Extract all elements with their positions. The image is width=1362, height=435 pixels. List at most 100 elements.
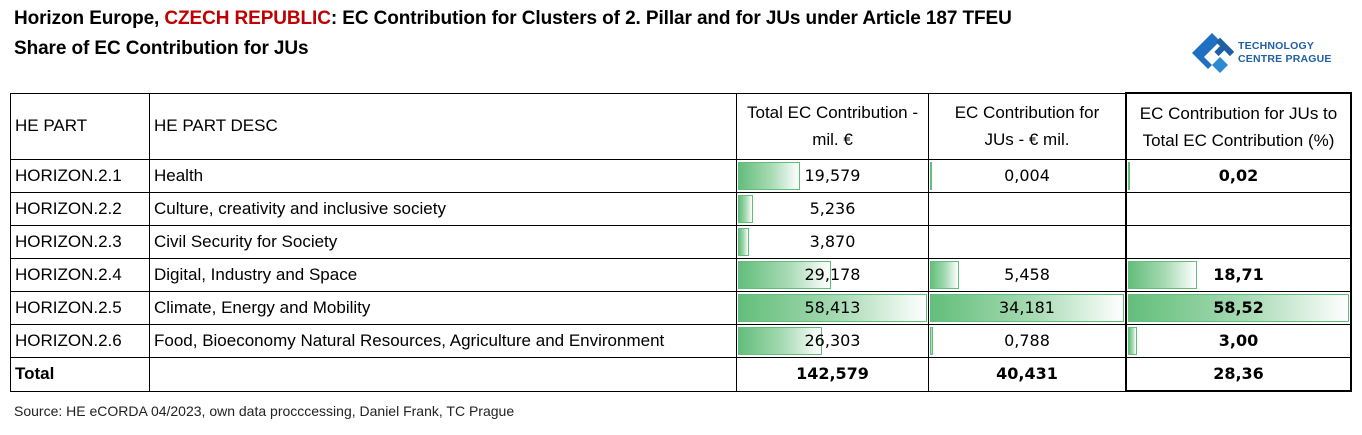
table-row: HORIZON.2.3 Civil Security for Society 3,8… (10, 225, 1352, 259)
logo-text-line2: CENTRE PRAGUE (1238, 53, 1332, 65)
cell-ec-jus: 5,458 (928, 258, 1127, 292)
cell-ec-jus (928, 192, 1127, 226)
cell-he-part-desc-value: Digital, Industry and Space (154, 265, 358, 284)
cell-ec-jus: 34,181 (928, 291, 1127, 325)
table-row: HORIZON.2.1 Health 19,579 0,004 0,02 (10, 159, 1352, 193)
cell-he-part: HORIZON.2.4 (10, 258, 150, 292)
cell-total-ec: 3,870 (736, 225, 929, 259)
table-row: HORIZON.2.2 Culture, creativity and inclu… (10, 192, 1352, 226)
cell-share: 58,52 (1125, 291, 1352, 325)
cell-ec-jus-value: 34,181 (999, 298, 1055, 317)
title-suffix: : EC Contribution for Clusters of 2. Pil… (330, 8, 1012, 29)
cell-share-value: 58,52 (1213, 298, 1264, 317)
total-share-value: 28,36 (1213, 364, 1264, 383)
data-bar (930, 162, 932, 190)
page-subtitle: Share of EC Contribution for JUs (14, 38, 309, 59)
header-total-ec: Total EC Contribution - mil. € (736, 92, 929, 160)
cell-he-part-value: HORIZON.2.2 (15, 199, 122, 218)
header-share-l1: EC Contribution for JUs to (1139, 103, 1338, 123)
table-row: HORIZON.2.4 Digital, Industry and Space 29… (10, 258, 1352, 292)
header-total-ec-l2: mil. € (812, 130, 853, 150)
ec-contribution-table: HE PART HE PART DESC Total EC Contributi… (10, 92, 1352, 392)
cell-he-part-desc-value: Culture, creativity and inclusive societ… (154, 199, 446, 218)
cell-total-ec-value: 29,178 (804, 265, 861, 284)
cell-ec-jus: 0,788 (928, 324, 1127, 358)
data-bar (1128, 294, 1349, 322)
cell-he-part-desc: Digital, Industry and Space (149, 258, 737, 292)
header-he-part-desc: HE PART DESC (149, 92, 737, 160)
cell-he-part-desc: Health (149, 159, 737, 193)
total-ec-jus-sum: 40,431 (928, 357, 1127, 392)
cell-total-ec-value: 58,413 (804, 298, 861, 317)
cell-total-ec: 26,303 (736, 324, 929, 358)
cell-he-part: HORIZON.2.5 (10, 291, 150, 325)
cell-ec-jus-value: 5,458 (1004, 265, 1050, 284)
cell-total-ec-value: 5,236 (809, 199, 856, 218)
data-bar (738, 327, 822, 355)
total-share: 28,36 (1125, 357, 1352, 392)
page-title: Horizon Europe, CZECH REPUBLIC: EC Contr… (14, 8, 1012, 30)
header-ec-jus: EC Contribution for JUs - € mil. (928, 92, 1127, 160)
data-bar (738, 162, 801, 190)
cell-he-part-desc-value: Food, Bioeconomy Natural Resources, Agri… (154, 331, 665, 350)
cell-share: 0,02 (1125, 159, 1352, 193)
cell-share (1125, 192, 1352, 226)
cell-total-ec: 29,178 (736, 258, 929, 292)
header-row: HE PART HE PART DESC Total EC Contributi… (10, 92, 1352, 160)
tc-logo-icon (1192, 33, 1234, 73)
total-ec-jus-sum-value: 40,431 (996, 364, 1058, 384)
cell-total-ec-value: 19,579 (804, 166, 861, 185)
cell-total-ec: 5,236 (736, 192, 929, 226)
data-bar (1128, 162, 1130, 190)
title-prefix: Horizon Europe, (14, 8, 165, 29)
cell-he-part-value: HORIZON.2.6 (15, 331, 122, 350)
data-bar (1128, 327, 1138, 355)
cell-he-part: HORIZON.2.6 (10, 324, 150, 358)
cell-share (1125, 225, 1352, 259)
total-row: Total 142,579 40,431 28,36 (10, 357, 1352, 392)
total-desc (149, 357, 737, 392)
cell-total-ec-value: 26,303 (804, 331, 861, 350)
total-ec-sum-value: 142,579 (796, 364, 869, 384)
cell-ec-jus (928, 225, 1127, 259)
cell-he-part-value: HORIZON.2.5 (15, 298, 122, 317)
header-share-l2: Total EC Contribution (%) (1142, 130, 1335, 150)
cell-ec-jus-value: 0,788 (1004, 331, 1050, 350)
cell-ec-jus-value: 0,004 (1004, 166, 1050, 185)
data-bar (738, 228, 749, 256)
data-bar (1128, 261, 1198, 289)
cell-he-part: HORIZON.2.1 (10, 159, 150, 193)
cell-he-part-value: HORIZON.2.1 (15, 166, 122, 185)
header-ec-jus-l1: EC Contribution for (954, 103, 1100, 123)
header-total-ec-l1: Total EC Contribution - (746, 103, 919, 123)
title-country: CZECH REPUBLIC (164, 8, 331, 29)
tc-prague-logo: TECHNOLOGY CENTRE PRAGUE (1190, 31, 1340, 75)
data-bar (738, 294, 927, 322)
cell-share: 3,00 (1125, 324, 1352, 358)
cell-ec-jus: 0,004 (928, 159, 1127, 193)
header-share: EC Contribution for JUs to Total EC Contr… (1125, 92, 1352, 160)
source-note: Source: HE eCORDA 04/2023, own data proc… (14, 403, 515, 419)
cell-he-part-value: HORIZON.2.3 (15, 232, 122, 251)
cell-he-part-desc-value: Health (154, 166, 204, 185)
data-bar (930, 261, 960, 289)
cell-he-part: HORIZON.2.2 (10, 192, 150, 226)
cell-total-ec-value: 3,870 (809, 232, 856, 251)
cell-he-part-desc-value: Climate, Energy and Mobility (154, 298, 371, 317)
table-row: HORIZON.2.5 Climate, Energy and Mobility 5… (10, 291, 1352, 325)
total-label: Total (10, 357, 150, 392)
cell-he-part-desc: Climate, Energy and Mobility (149, 291, 737, 325)
cell-total-ec: 58,413 (736, 291, 929, 325)
data-bar (738, 261, 832, 289)
header-he-part: HE PART (10, 92, 150, 160)
cell-share-value: 18,71 (1213, 265, 1264, 284)
cell-he-part-desc: Food, Bioeconomy Natural Resources, Agri… (149, 324, 737, 358)
header-ec-jus-l2: JUs - € mil. (984, 130, 1070, 150)
cell-he-part-value: HORIZON.2.4 (15, 265, 122, 284)
cell-total-ec: 19,579 (736, 159, 929, 193)
cell-he-part-desc: Culture, creativity and inclusive societ… (149, 192, 737, 226)
logo-text-line1: TECHNOLOGY (1238, 40, 1315, 52)
total-ec-sum: 142,579 (736, 357, 929, 392)
cell-share: 18,71 (1125, 258, 1352, 292)
cell-he-part-desc: Civil Security for Society (149, 225, 737, 259)
